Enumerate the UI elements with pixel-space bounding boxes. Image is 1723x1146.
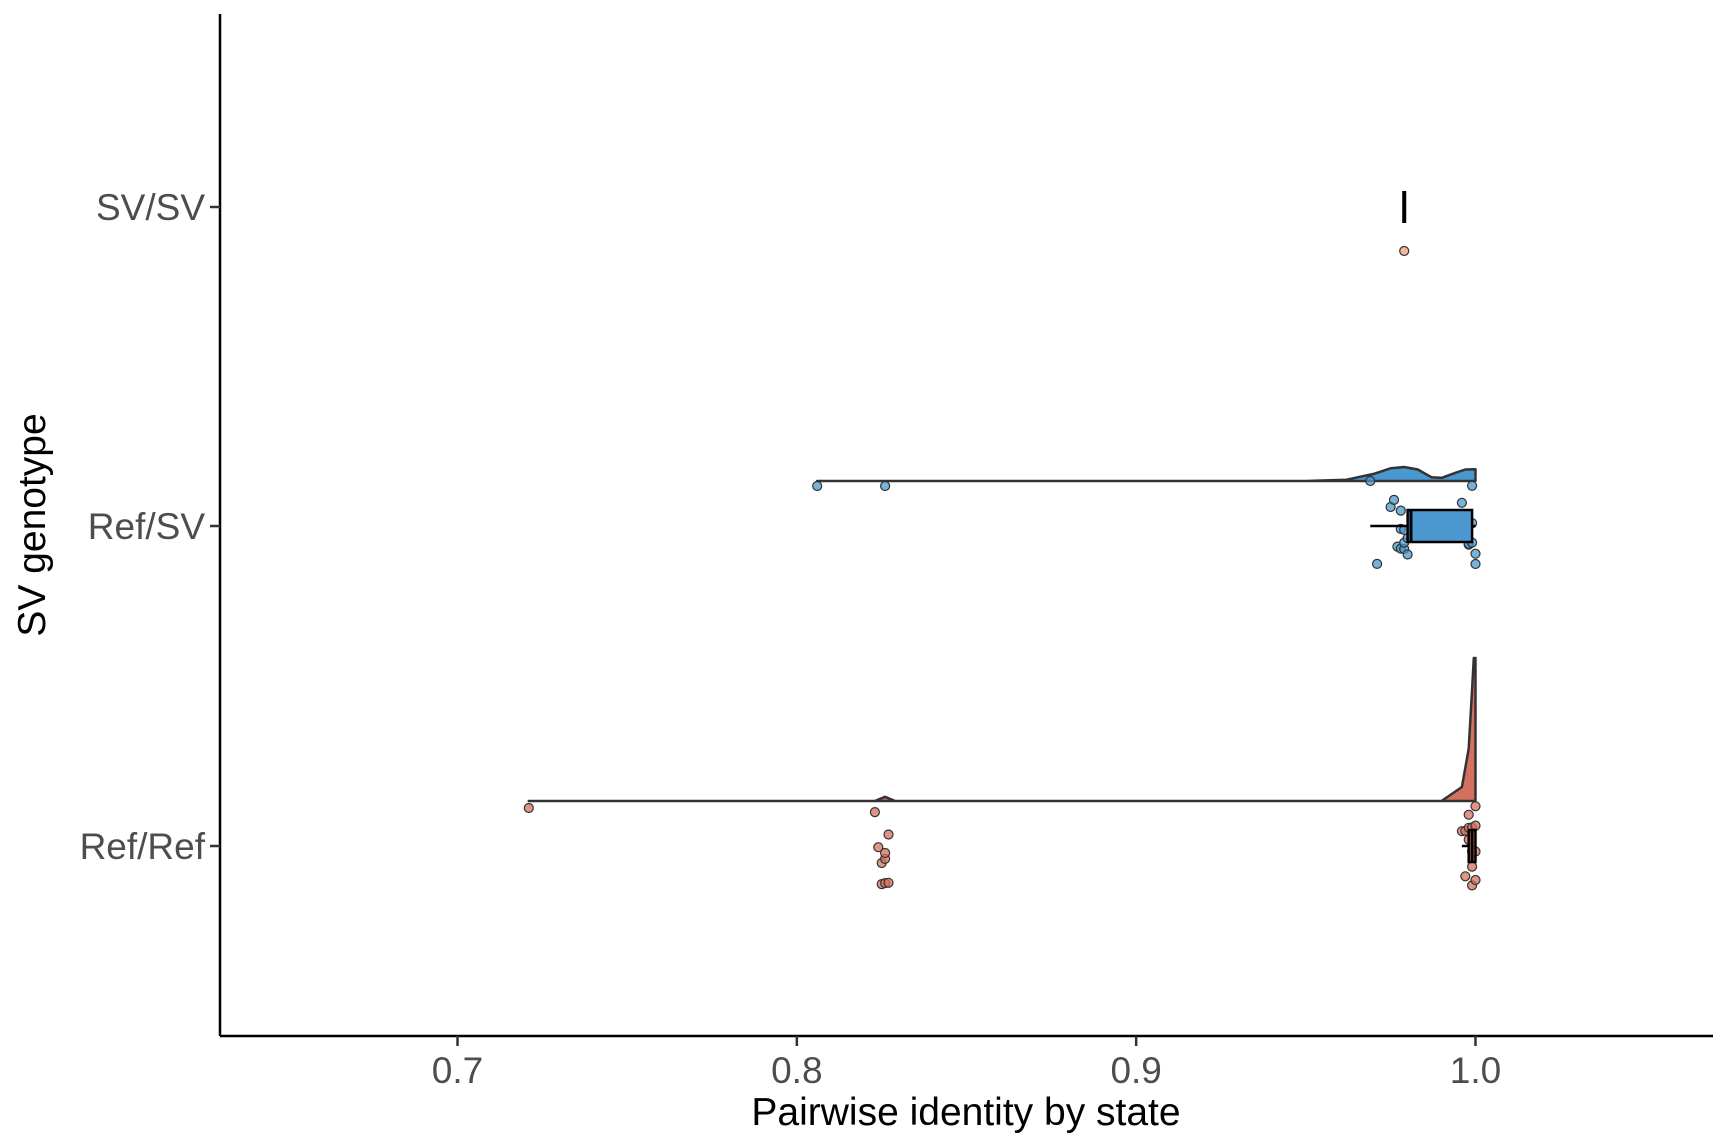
plot-marks <box>523 191 1481 891</box>
data-point <box>1466 861 1478 872</box>
y-tick-label: Ref/SV <box>88 506 206 547</box>
data-point <box>1365 475 1376 487</box>
data-point <box>1463 809 1474 820</box>
x-axis-title: Pairwise identity by state <box>751 1091 1180 1134</box>
x-tick-label: 0.8 <box>771 1050 822 1091</box>
data-point <box>1470 874 1481 886</box>
x-tick-label: 0.7 <box>432 1050 483 1091</box>
y-tick-label: Ref/Ref <box>80 826 206 867</box>
box-iqr <box>1406 508 1474 544</box>
data-point <box>523 802 534 814</box>
data-point <box>1456 497 1468 508</box>
y-tick-label: SV/SV <box>96 187 205 228</box>
data-point <box>879 480 891 492</box>
data-point <box>869 806 881 818</box>
density-cloud <box>815 465 1477 483</box>
data-point <box>1470 801 1481 812</box>
data-point <box>1460 871 1471 882</box>
data-point <box>873 842 884 853</box>
data-point <box>1388 494 1400 505</box>
x-tick-label: 0.9 <box>1110 1050 1161 1091</box>
data-point <box>1402 549 1413 560</box>
y-axis-title: SV genotype <box>11 413 54 636</box>
data-point <box>879 847 891 859</box>
data-point <box>1395 505 1406 516</box>
x-tick-label: 1.0 <box>1450 1050 1501 1091</box>
data-point <box>883 829 894 840</box>
data-point <box>1470 548 1481 559</box>
density-cloud <box>527 656 1477 803</box>
data-point <box>1466 480 1478 491</box>
data-point <box>883 877 894 888</box>
data-point <box>1470 558 1481 570</box>
data-point <box>1371 558 1383 570</box>
data-point <box>812 480 823 492</box>
axis-ticks: 0.7 0.8 0.9 1.0 SV/SV Ref/SV Ref/Ref <box>80 187 1502 1091</box>
data-point <box>1399 245 1410 257</box>
